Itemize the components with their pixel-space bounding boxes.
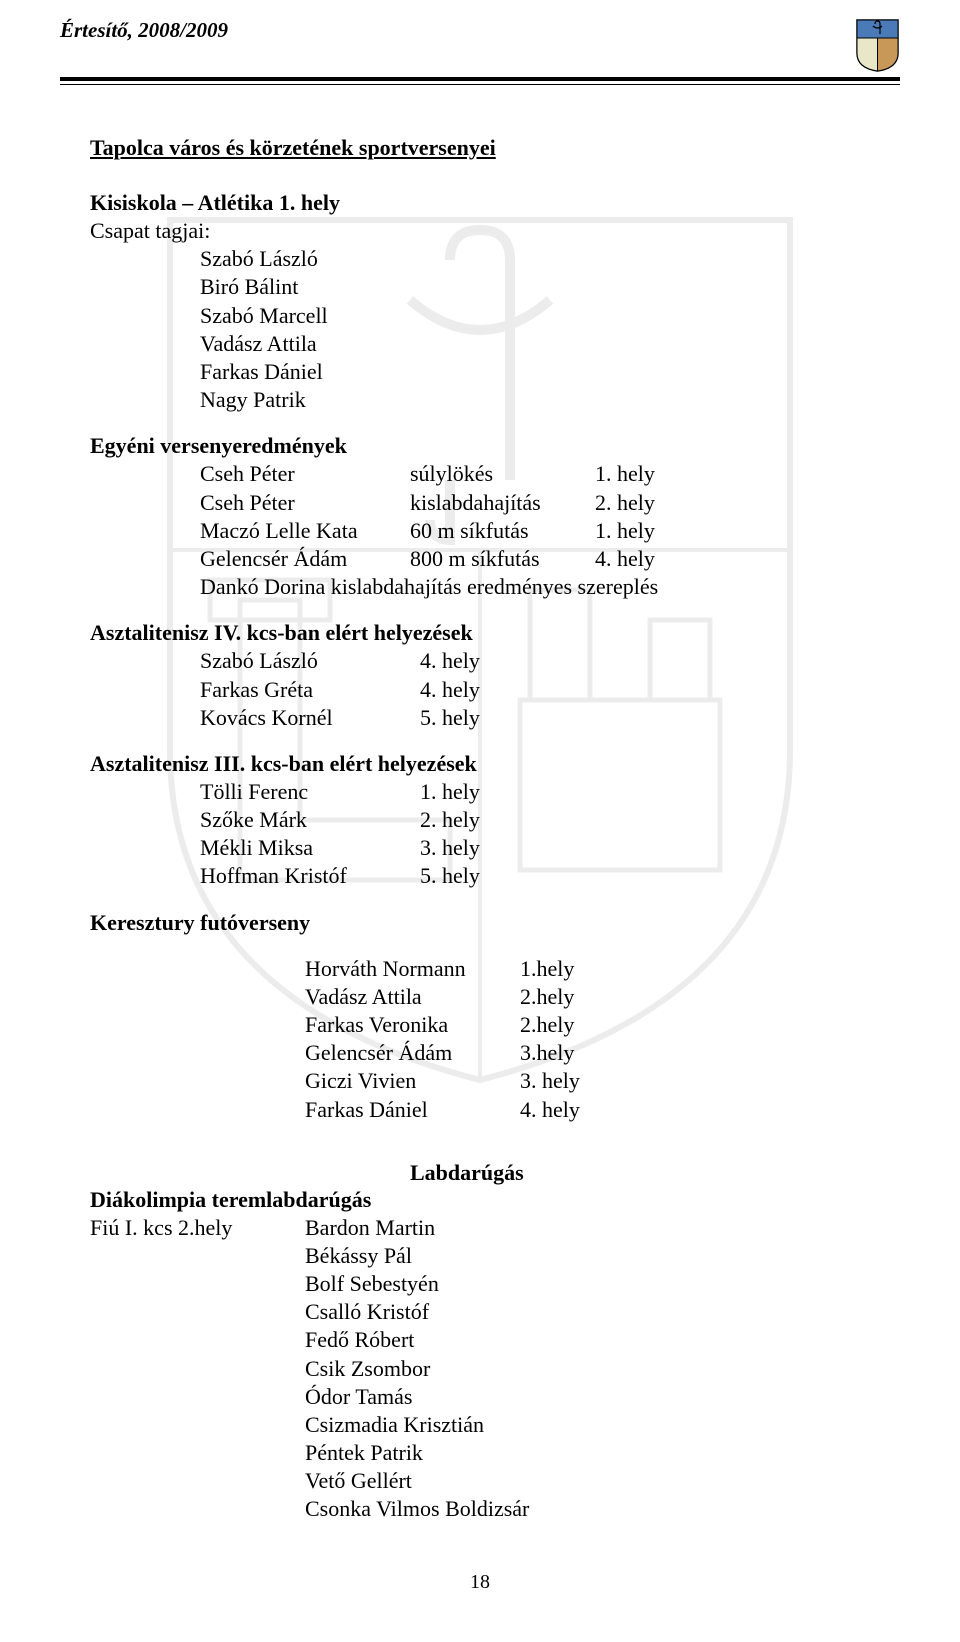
result-name: Tölli Ferenc <box>200 778 420 806</box>
result-name: Farkas Dániel <box>305 1096 520 1124</box>
team-member: Nagy Patrik <box>90 386 870 414</box>
result-row: Szabó László4. hely <box>90 647 870 675</box>
result-place: 2.hely <box>520 983 595 1011</box>
player-name: Bolf Sebestyén <box>90 1270 870 1298</box>
page-number: 18 <box>0 1571 960 1594</box>
team-member: Farkas Dániel <box>90 358 870 386</box>
result-name: Gelencsér Ádám <box>305 1039 520 1067</box>
header-divider <box>60 77 900 85</box>
team-member: Biró Bálint <box>90 273 870 301</box>
result-row: Kovács Kornél5. hely <box>90 704 870 732</box>
team-member: Szabó László <box>90 245 870 273</box>
result-row: Giczi Vivien3. hely <box>90 1067 870 1095</box>
result-row: Farkas Veronika2.hely <box>90 1011 870 1039</box>
result-row: Hoffman Kristóf5. hely <box>90 862 870 890</box>
result-row: Gelencsér Ádám3.hely <box>90 1039 870 1067</box>
result-event: kislabdahajítás <box>410 489 595 517</box>
result-name: Giczi Vivien <box>305 1067 520 1095</box>
result-name: Hoffman Kristóf <box>200 862 420 890</box>
team-member: Vadász Attila <box>90 330 870 358</box>
keresztury-heading: Keresztury futóverseny <box>90 909 870 937</box>
kcs-label: Fiú I. kcs 2.hely <box>90 1214 305 1242</box>
result-place: 2. hely <box>595 489 675 517</box>
result-place: 1. hely <box>595 460 675 488</box>
egyeni-extra: Dankó Dorina kislabdahajítás eredményes … <box>90 573 870 601</box>
shield-icon <box>855 18 900 73</box>
result-row: Cseh Pétersúlylökés1. hely <box>90 460 870 488</box>
player-name: Csik Zsombor <box>90 1355 870 1383</box>
main-section-title: Tapolca város és körzetének sportverseny… <box>90 135 870 161</box>
result-row: Vadász Attila2.hely <box>90 983 870 1011</box>
result-place: 4. hely <box>520 1096 595 1124</box>
result-place: 5. hely <box>420 704 500 732</box>
result-row: Farkas Dániel4. hely <box>90 1096 870 1124</box>
diakolimpia-label: Diákolimpia teremlabdarúgás <box>90 1186 870 1214</box>
result-name: Vadász Attila <box>305 983 520 1011</box>
player-name: Péntek Patrik <box>90 1439 870 1467</box>
player-name: Ódor Tamás <box>90 1383 870 1411</box>
player-name: Bardon Martin <box>305 1215 435 1240</box>
player-name: Fedő Róbert <box>90 1326 870 1354</box>
result-row: Maczó Lelle Kata60 m síkfutás1. hely <box>90 517 870 545</box>
result-place: 1. hely <box>420 778 500 806</box>
result-name: Szabó László <box>200 647 420 675</box>
player-name: Csonka Vilmos Boldizsár <box>90 1495 870 1523</box>
result-place: 2. hely <box>420 806 500 834</box>
team-member: Szabó Marcell <box>90 302 870 330</box>
result-row: Horváth Normann1.hely <box>90 955 870 983</box>
result-name: Farkas Gréta <box>200 676 420 704</box>
result-row: Szőke Márk2. hely <box>90 806 870 834</box>
csapat-label: Csapat tagjai: <box>90 217 870 245</box>
aszt4-heading: Asztalitenisz IV. kcs-ban elért helyezés… <box>90 619 870 647</box>
player-name: Csalló Kristóf <box>90 1298 870 1326</box>
result-name: Farkas Veronika <box>305 1011 520 1039</box>
aszt3-heading: Asztalitenisz III. kcs-ban elért helyezé… <box>90 750 870 778</box>
result-event: 800 m síkfutás <box>410 545 595 573</box>
result-place: 1.hely <box>520 955 595 983</box>
result-place: 4. hely <box>420 676 500 704</box>
result-name: Szőke Márk <box>200 806 420 834</box>
result-name: Mékli Miksa <box>200 834 420 862</box>
result-place: 4. hely <box>420 647 500 675</box>
result-row: Mékli Miksa3. hely <box>90 834 870 862</box>
result-row: Cseh Péterkislabdahajítás2. hely <box>90 489 870 517</box>
result-place: 3. hely <box>420 834 500 862</box>
player-name: Vető Gellért <box>90 1467 870 1495</box>
document-header-title: Értesítő, 2008/2009 <box>60 18 228 43</box>
result-place: 4. hely <box>595 545 675 573</box>
egyeni-heading: Egyéni versenyeredmények <box>90 432 870 460</box>
result-event: súlylökés <box>410 460 595 488</box>
result-place: 5. hely <box>420 862 500 890</box>
result-name: Maczó Lelle Kata <box>200 517 410 545</box>
result-row: Farkas Gréta4. hely <box>90 676 870 704</box>
result-name: Cseh Péter <box>200 460 410 488</box>
labdarugas-heading: Labdarúgás <box>90 1160 870 1186</box>
player-name: Csizmadia Krisztián <box>90 1411 870 1439</box>
result-place: 2.hely <box>520 1011 595 1039</box>
result-place: 3. hely <box>520 1067 595 1095</box>
result-place: 3.hely <box>520 1039 595 1067</box>
result-name: Cseh Péter <box>200 489 410 517</box>
kisiskola-heading: Kisiskola – Atlétika 1. hely <box>90 189 870 217</box>
result-name: Kovács Kornél <box>200 704 420 732</box>
result-name: Gelencsér Ádám <box>200 545 410 573</box>
result-place: 1. hely <box>595 517 675 545</box>
result-name: Horváth Normann <box>305 955 520 983</box>
player-name: Békássy Pál <box>90 1242 870 1270</box>
result-event: 60 m síkfutás <box>410 517 595 545</box>
result-row: Tölli Ferenc1. hely <box>90 778 870 806</box>
result-row: Gelencsér Ádám800 m síkfutás4. hely <box>90 545 870 573</box>
